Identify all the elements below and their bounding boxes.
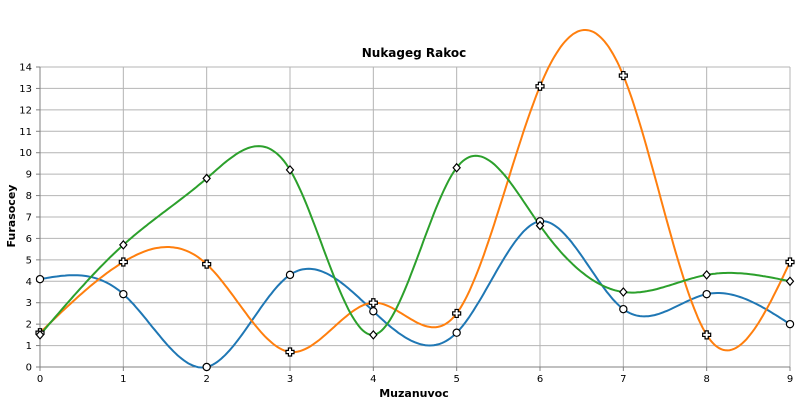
series-2-point [285,347,295,357]
series-3-point [35,329,45,340]
series-markers [35,70,795,372]
x-tick-labels: 0 1 2 3 4 5 6 7 8 9 [37,374,793,385]
y-axis-label: Furasocey [5,185,18,248]
series-2-point [535,81,545,91]
series-3-point [535,220,545,231]
x-tick-label: 4 [370,374,376,385]
x-tick-label: 9 [787,374,793,385]
y-tick-label: 14 [19,63,32,74]
series-3-point [119,239,128,250]
series-2-point [202,259,212,269]
series-3-point [452,162,461,173]
series-2-point [618,70,628,81]
x-axis-label: Muzanuvoc [379,387,449,400]
y-tick-label: 0 [26,363,32,374]
x-tick-label: 7 [620,374,626,385]
series-3-point [619,287,628,297]
x-tick-label: 8 [703,374,709,385]
series-1-point [785,319,795,329]
x-tick-label: 3 [287,374,293,385]
y-tick-label: 6 [26,234,32,245]
series-1-point [202,362,211,372]
y-tick-label: 13 [19,84,32,95]
x-tick-label: 6 [537,374,543,385]
series-1-point [702,289,711,299]
series-3-point [702,269,711,280]
y-tick-label: 2 [26,320,32,331]
x-tick-label: 1 [120,374,126,385]
series-2-line [39,29,791,354]
series-3-point [369,329,378,340]
series-2-point [452,308,462,319]
series-1-point [369,307,378,316]
series-3-line [39,145,791,336]
series-3-point [785,276,795,287]
series-2-point [785,257,795,267]
series-1-point [119,289,128,299]
y-tick-label: 3 [26,298,32,309]
chart-title: Nukageg Rakoc [362,46,467,60]
series-2-point [118,257,128,267]
x-tick-label: 0 [37,374,43,385]
x-tick-label: 2 [203,374,209,385]
series-1-point [285,270,295,280]
series-1-point [35,274,45,284]
y-tick-label: 1 [26,341,32,352]
y-tick-label: 4 [26,277,32,288]
grid [39,66,791,368]
y-tick-label: 7 [26,213,32,224]
y-tick-label: 8 [26,191,32,202]
y-tick-label: 10 [19,148,32,159]
axes [36,66,791,371]
series-2-point [702,330,712,340]
series-3-point [202,173,211,184]
y-tick-label: 9 [26,170,32,181]
y-tick-label: 11 [19,127,32,138]
series-3-point [285,164,295,175]
series-1-point [452,328,461,337]
series-1-point [619,304,628,314]
y-tick-label: 12 [19,105,32,116]
x-tick-label: 5 [453,374,459,385]
y-tick-label: 5 [26,255,32,266]
series-lines [39,29,791,369]
series-1-line [39,220,791,369]
series-2-point [368,298,378,308]
